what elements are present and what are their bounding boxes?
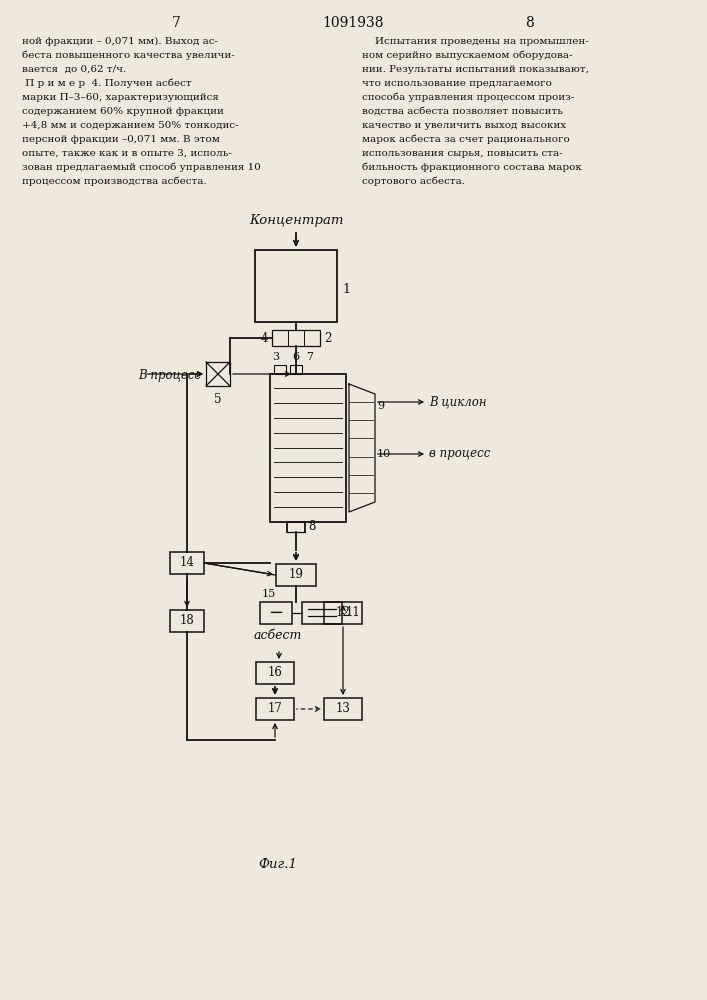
Text: асбест: асбест bbox=[254, 629, 302, 642]
Bar bbox=[276, 564, 316, 586]
Text: Испытания проведены на промышлен-: Испытания проведены на промышлен- bbox=[362, 37, 589, 46]
Text: содержанием 60% крупной фракции: содержанием 60% крупной фракции bbox=[22, 107, 224, 116]
Text: процессом производства асбеста.: процессом производства асбеста. bbox=[22, 177, 206, 186]
Text: ной фракции – 0,071 мм). Выход ас-: ной фракции – 0,071 мм). Выход ас- bbox=[22, 37, 218, 46]
Text: водства асбеста позволяет повысить: водства асбеста позволяет повысить bbox=[362, 107, 563, 116]
Text: опыте, также как и в опыте 3, исполь-: опыте, также как и в опыте 3, исполь- bbox=[22, 149, 232, 158]
Text: 7: 7 bbox=[172, 16, 180, 30]
Text: 6: 6 bbox=[292, 352, 299, 362]
Text: 1: 1 bbox=[342, 283, 350, 296]
Text: вается  до 0,62 т/ч.: вается до 0,62 т/ч. bbox=[22, 65, 127, 74]
Text: Концентрат: Концентрат bbox=[249, 214, 344, 227]
Text: качество и увеличить выход высоких: качество и увеличить выход высоких bbox=[362, 121, 566, 130]
Text: 5: 5 bbox=[214, 393, 222, 406]
Text: 17: 17 bbox=[267, 702, 282, 716]
Text: способа управления процессом произ-: способа управления процессом произ- bbox=[362, 93, 574, 103]
Text: ном серийно выпускаемом оборудова-: ном серийно выпускаемом оборудова- bbox=[362, 51, 573, 60]
Text: П р и м е р  4. Получен асбест: П р и м е р 4. Получен асбест bbox=[22, 79, 192, 89]
Text: 11: 11 bbox=[346, 606, 361, 619]
Bar bbox=[170, 552, 204, 574]
Text: +4,8 мм и содержанием 50% тонкодис-: +4,8 мм и содержанием 50% тонкодис- bbox=[22, 121, 239, 130]
Text: 1091938: 1091938 bbox=[322, 16, 384, 30]
Text: Фиг.1: Фиг.1 bbox=[259, 858, 298, 871]
Text: 14: 14 bbox=[180, 556, 194, 570]
Text: персной фракции –0,071 мм. В этом: персной фракции –0,071 мм. В этом bbox=[22, 135, 220, 144]
Bar bbox=[290, 365, 302, 374]
Text: использования сырья, повысить ста-: использования сырья, повысить ста- bbox=[362, 149, 563, 158]
Text: марок асбеста за счет рационального: марок асбеста за счет рационального bbox=[362, 135, 570, 144]
Text: 10: 10 bbox=[377, 449, 391, 459]
Text: 3: 3 bbox=[272, 352, 279, 362]
Text: сортового асбеста.: сортового асбеста. bbox=[362, 177, 465, 186]
Bar bbox=[256, 698, 294, 720]
Text: 16: 16 bbox=[267, 666, 282, 680]
Bar bbox=[324, 602, 362, 624]
Bar bbox=[206, 362, 230, 386]
Text: 19: 19 bbox=[288, 568, 303, 582]
Bar bbox=[274, 365, 286, 374]
Text: 18: 18 bbox=[180, 614, 194, 628]
Text: в процесс: в процесс bbox=[429, 448, 491, 460]
Text: что использование предлагаемого: что использование предлагаемого bbox=[362, 79, 552, 88]
Text: 7: 7 bbox=[306, 352, 313, 362]
Bar bbox=[255, 250, 337, 322]
Bar bbox=[270, 374, 346, 522]
Text: 9: 9 bbox=[377, 401, 384, 411]
Text: нии. Результаты испытаний показывают,: нии. Результаты испытаний показывают, bbox=[362, 65, 589, 74]
Text: беста повышенного качества увеличи-: беста повышенного качества увеличи- bbox=[22, 51, 235, 60]
Text: марки П–3–60, характеризующийся: марки П–3–60, характеризующийся bbox=[22, 93, 219, 102]
Text: бильность фракционного состава марок: бильность фракционного состава марок bbox=[362, 163, 582, 172]
Text: 8: 8 bbox=[308, 520, 315, 534]
Text: 2: 2 bbox=[324, 332, 332, 344]
Text: 12: 12 bbox=[336, 606, 351, 619]
Text: 15: 15 bbox=[262, 589, 276, 599]
Text: 8: 8 bbox=[525, 16, 534, 30]
Text: зован предлагаемый способ управления 10: зован предлагаемый способ управления 10 bbox=[22, 163, 261, 172]
Bar bbox=[302, 602, 342, 624]
Bar bbox=[272, 330, 320, 346]
Bar bbox=[260, 602, 292, 624]
Text: В процесс: В процесс bbox=[138, 368, 201, 381]
Bar bbox=[324, 698, 362, 720]
Bar bbox=[170, 610, 204, 632]
Bar bbox=[256, 662, 294, 684]
Text: 13: 13 bbox=[336, 702, 351, 716]
Text: −: − bbox=[269, 604, 284, 622]
Text: 4: 4 bbox=[260, 332, 268, 344]
Text: В циклон: В циклон bbox=[429, 395, 486, 408]
